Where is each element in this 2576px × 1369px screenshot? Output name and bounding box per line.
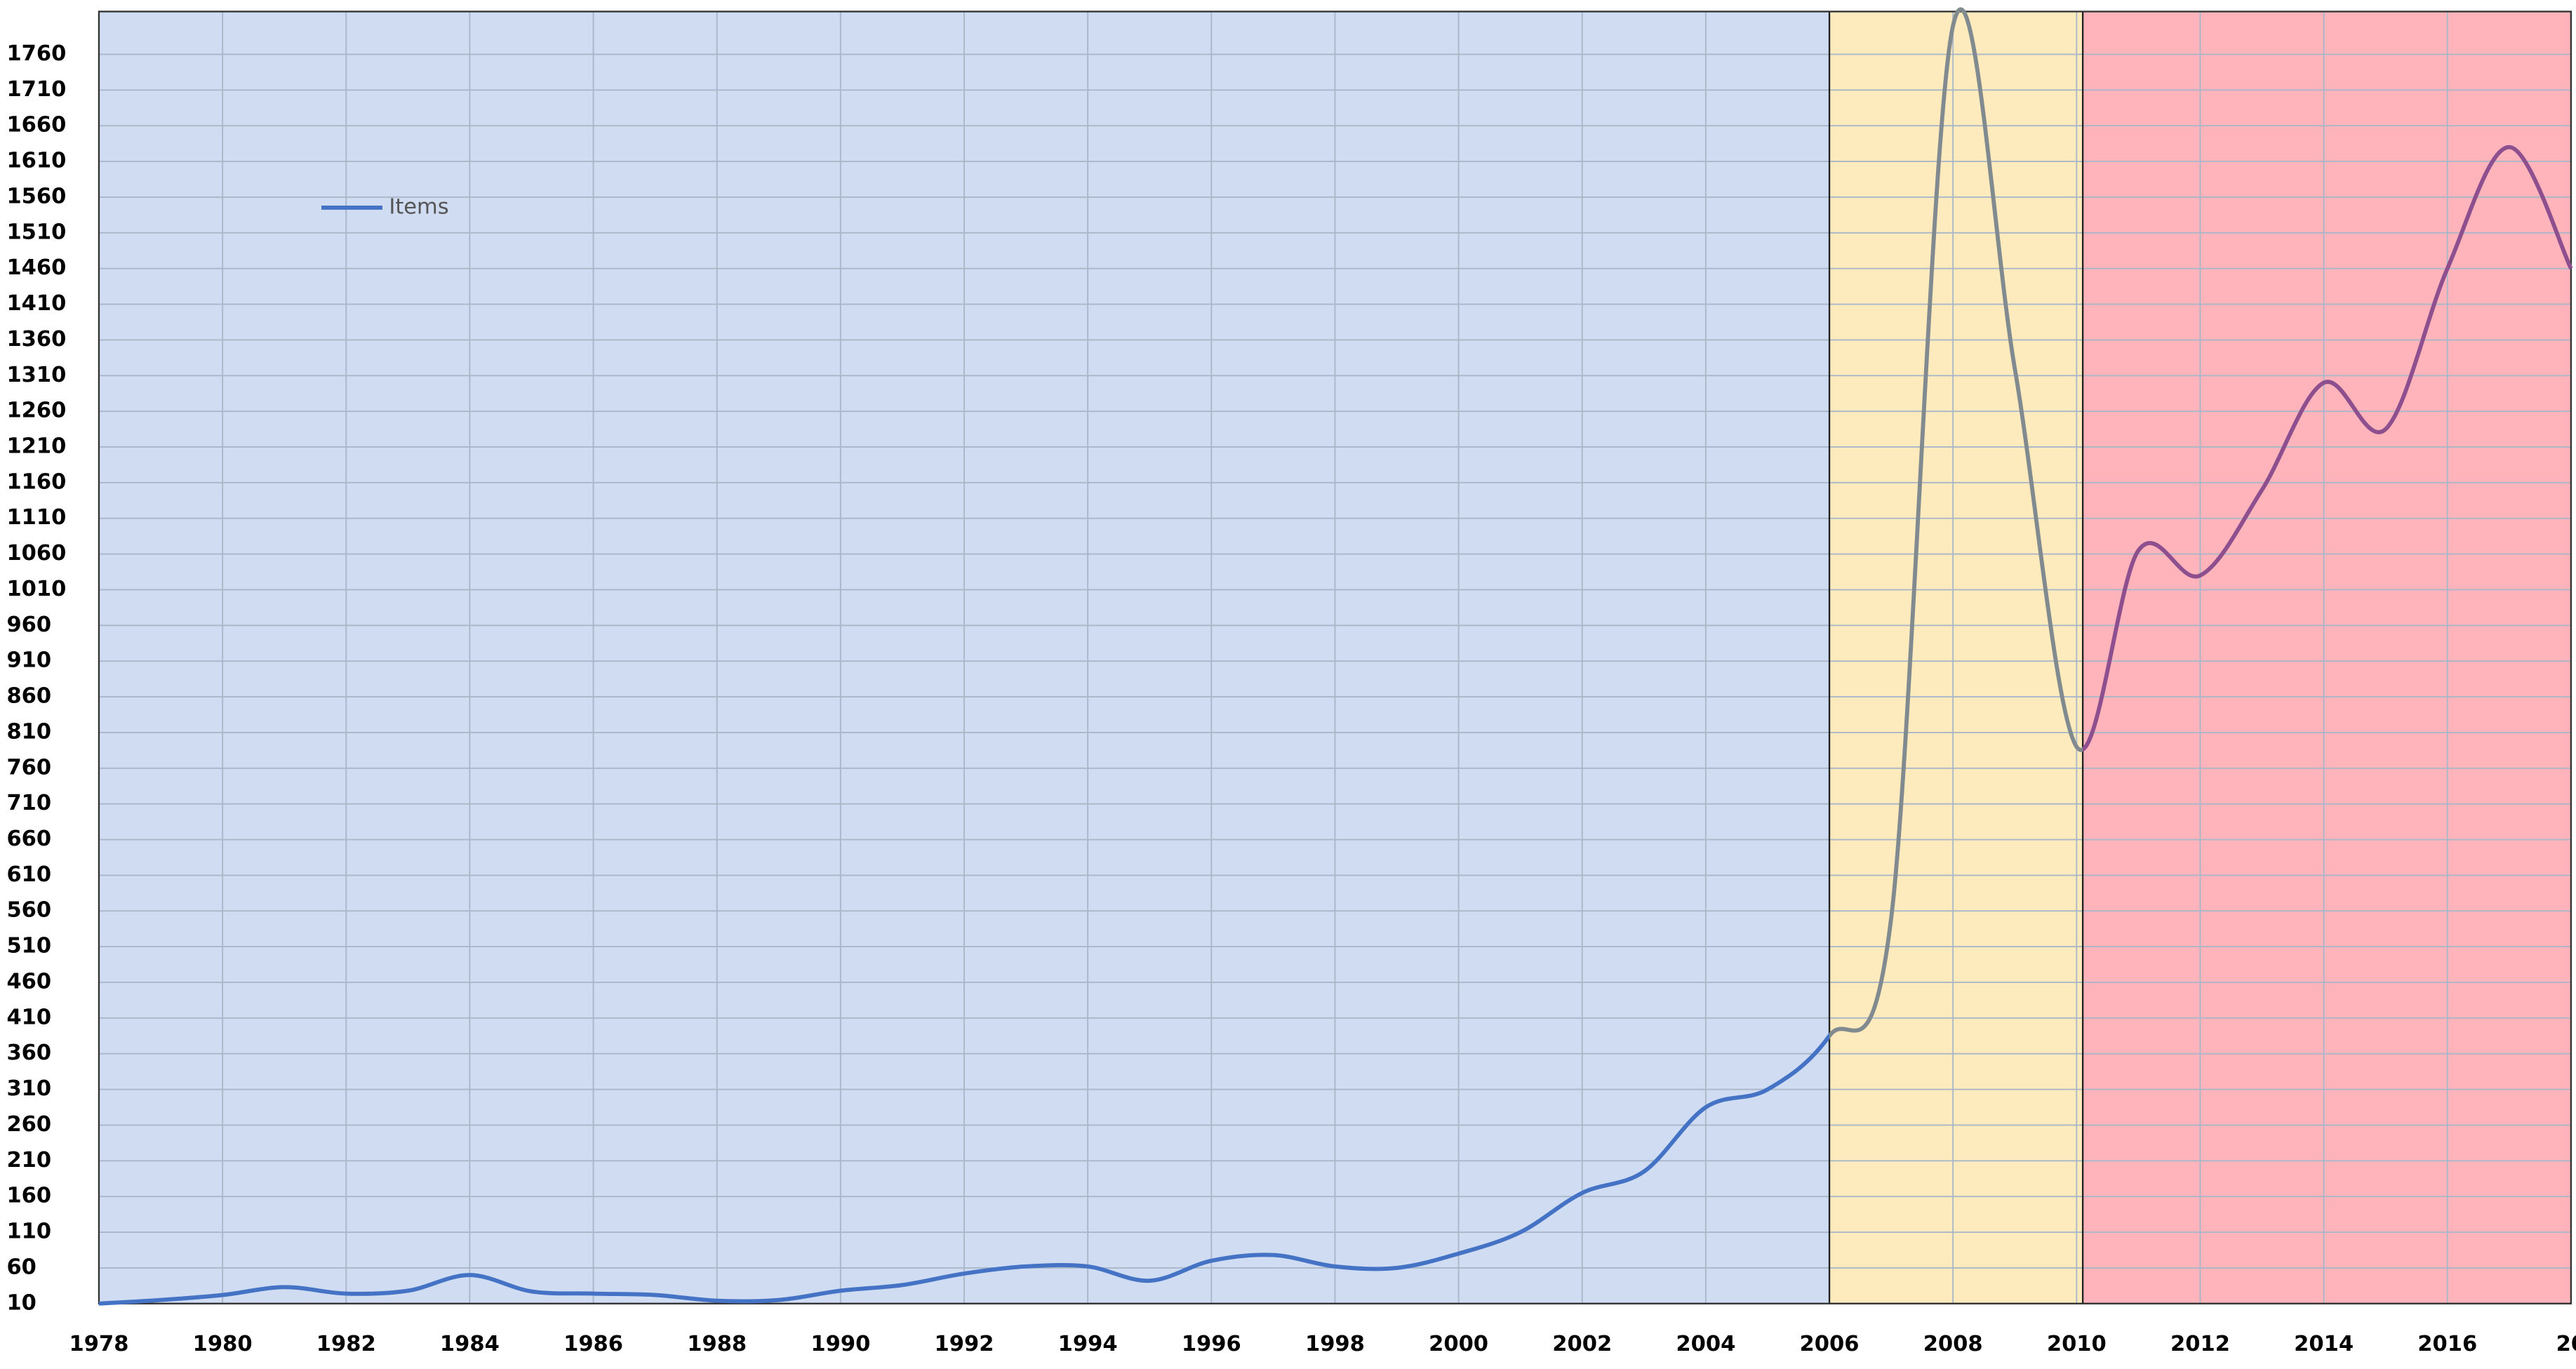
y-tick-label: 1310 xyxy=(6,363,66,387)
y-tick-label: 410 xyxy=(6,1005,51,1029)
x-tick-label: 1990 xyxy=(810,1332,870,1356)
region xyxy=(1829,11,2083,1304)
x-tick-label: 2000 xyxy=(1429,1332,1488,1356)
legend-label: Items xyxy=(389,194,448,219)
y-tick-label: 710 xyxy=(6,791,51,815)
x-tick-label: 1996 xyxy=(1182,1332,1241,1356)
x-tick-label: 2002 xyxy=(1552,1332,1612,1356)
y-tick-label: 810 xyxy=(6,719,51,744)
y-tick-label: 1360 xyxy=(6,327,66,352)
y-tick-label: 1610 xyxy=(6,149,66,173)
y-tick-label: 1060 xyxy=(6,541,66,566)
y-tick-label: 260 xyxy=(6,1112,51,1137)
y-tick-label: 1710 xyxy=(6,77,66,102)
y-tick-label: 1210 xyxy=(6,434,66,458)
y-tick-label: 360 xyxy=(6,1041,51,1065)
x-tick-label: 1986 xyxy=(563,1332,623,1356)
x-tick-label: 2008 xyxy=(1923,1332,1983,1356)
x-tick-label: 1992 xyxy=(935,1332,994,1356)
y-tick-label: 910 xyxy=(6,648,51,673)
x-tick-label: 1978 xyxy=(69,1332,129,1356)
y-tick-label: 1110 xyxy=(6,505,66,530)
region xyxy=(2083,11,2571,1304)
x-tick-label: 2004 xyxy=(1676,1332,1735,1356)
y-tick-label: 1660 xyxy=(6,113,66,138)
x-tick-label: 1982 xyxy=(316,1332,376,1356)
x-tick-label: 20 xyxy=(2556,1332,2576,1356)
y-tick-label: 210 xyxy=(6,1148,51,1173)
y-tick-label: 1510 xyxy=(6,220,66,244)
y-tick-label: 760 xyxy=(6,755,51,780)
x-tick-label: 1980 xyxy=(193,1332,253,1356)
x-tick-label: 1994 xyxy=(1058,1332,1118,1356)
y-tick-label: 310 xyxy=(6,1076,51,1101)
x-tick-label: 1984 xyxy=(440,1332,500,1356)
y-tick-label: 1160 xyxy=(6,469,66,494)
y-tick-label: 1560 xyxy=(6,184,66,208)
y-tick-label: 560 xyxy=(6,898,51,923)
y-tick-label: 510 xyxy=(6,934,51,959)
y-tick-label: 960 xyxy=(6,613,51,637)
x-tick-label: 2014 xyxy=(2294,1332,2354,1356)
x-tick-label: 1998 xyxy=(1305,1332,1365,1356)
y-tick-label: 460 xyxy=(6,969,51,994)
y-tick-label: 1010 xyxy=(6,577,66,601)
x-tick-label: 2016 xyxy=(2417,1332,2477,1356)
plot-frame xyxy=(98,11,2572,1304)
y-tick-label: 660 xyxy=(6,827,51,851)
series-line xyxy=(98,7,2573,1306)
y-tick-label: 10 xyxy=(6,1290,36,1315)
y-tick-label: 1260 xyxy=(6,399,66,423)
x-tick-label: 2012 xyxy=(2170,1332,2230,1356)
x-tick-label: 2006 xyxy=(1800,1332,1860,1356)
x-tick-label: 2010 xyxy=(2047,1332,2107,1356)
y-tick-label: 610 xyxy=(6,862,51,887)
y-tick-label: 1460 xyxy=(6,255,66,280)
y-tick-label: 160 xyxy=(6,1184,51,1208)
x-tick-label: 1988 xyxy=(687,1332,747,1356)
y-tick-label: 110 xyxy=(6,1220,51,1244)
y-tick-label: 1760 xyxy=(6,41,66,66)
y-tick-label: 1410 xyxy=(6,291,66,316)
y-tick-label: 60 xyxy=(6,1255,36,1279)
y-tick-label: 860 xyxy=(6,684,51,709)
